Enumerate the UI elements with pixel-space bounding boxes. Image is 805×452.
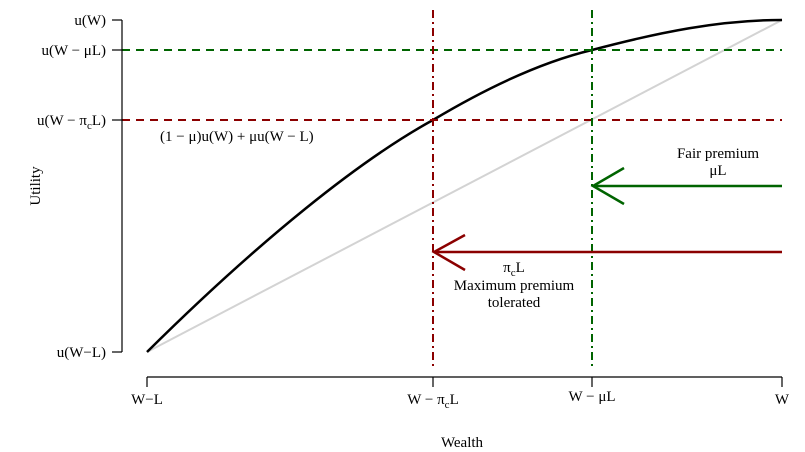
max-premium-value-tail: L [516,260,525,276]
y-tick-label-uwpc-main: u(W − π [37,113,87,129]
x-tick-label-wpc: W − πcL [407,392,458,411]
y-axis-title: Utility [28,166,44,206]
y-tick-label-uwmu: u(W − μL) [41,43,106,59]
y-tick-label-uwpc-tail: L) [92,113,106,129]
x-axis-title: Wealth [441,435,484,451]
max-premium-arrowhead [431,233,466,272]
max-premium-value: πcL [503,260,525,279]
fair-premium-title: Fair premium [677,146,759,162]
fair-premium-arrowhead [590,166,625,206]
expected-utility-label: (1 − μ)u(W) + μu(W − L) [160,129,314,145]
utility-curve [146,18,783,353]
y-tick-label-uwl: u(W−L) [57,345,106,361]
x-tick-label-wpc-main: W − π [407,392,445,408]
x-tick-label-w: W [775,392,790,408]
x-tick-label-wpc-tail: L [450,392,459,408]
max-premium-line2: tolerated [488,295,541,311]
y-tick-label-uw: u(W) [74,13,106,29]
y-tick-label-uwpc-sub: c [87,120,92,132]
x-tick-label-wl: W−L [131,392,163,408]
max-premium-value-main: π [503,260,511,276]
fair-premium-value: μL [709,163,726,179]
max-premium-value-sub: c [511,267,516,279]
x-tick-label-wmu: W − μL [568,389,615,405]
max-premium-line1: Maximum premium [454,278,575,294]
x-tick-label-wpc-sub: c [445,399,450,411]
y-tick-label-uwpc: u(W − πcL) [37,113,106,132]
chord-line [146,19,783,353]
